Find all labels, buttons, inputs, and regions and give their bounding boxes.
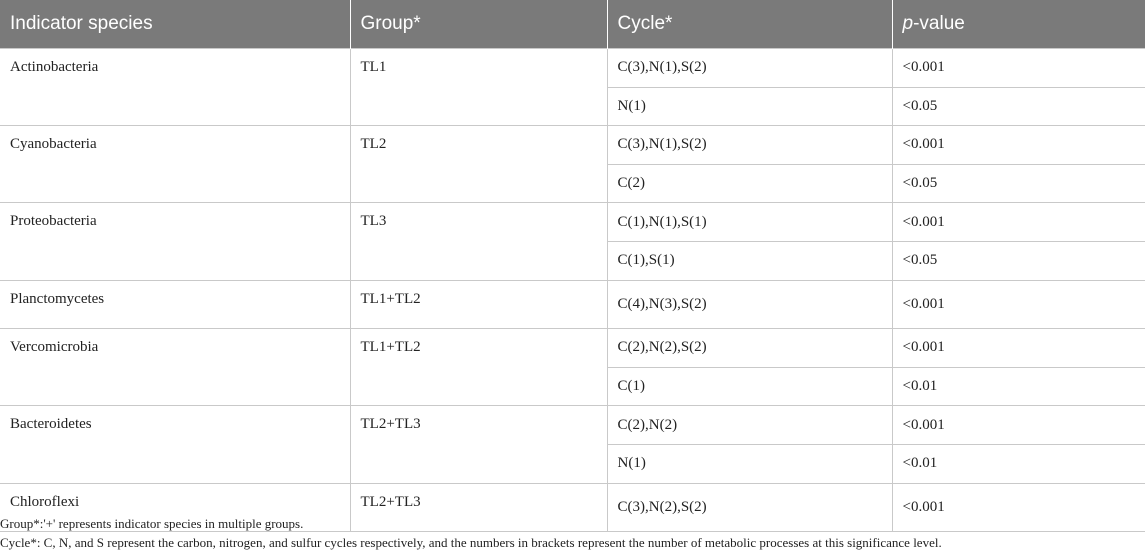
cell-p-value: <0.001 [891,48,1145,88]
table-row: N(1) <0.01 [0,443,1145,484]
cell-species: Proteobacteria [0,202,351,281]
table-row: Vercomicrobia TL1+TL2 C(2),N(2),S(2) <0.001 [0,328,1145,407]
header-p-letter: p [902,13,914,34]
header-cycle: Cycle* [607,0,893,49]
table-row: Chloroflexi TL2+TL3 C(3),N(2),S(2) <0.001 [0,482,1145,533]
cell-p-value: <0.01 [891,366,1145,407]
cell-p-value: <0.001 [891,279,1145,330]
table-row: Proteobacteria TL3 C(1),N(1),S(1) <0.001 [0,202,1145,281]
indicator-species-table: Indicator species Group* Cycle* p-value … [0,0,1145,533]
cell-cycle: C(3),N(1),S(2) [606,125,893,165]
cell-cycle: C(2),N(2),S(2) [606,328,893,368]
cell-group: TL1 [349,47,608,127]
table-row: C(2) <0.05 [0,163,1145,204]
cell-species: Vercomicrobia [0,328,351,407]
cell-cycle: N(1) [607,86,893,127]
cell-cycle: C(2) [607,163,893,204]
table-row: Bacteroidetes TL2+TL3 C(2),N(2) <0.001 [0,405,1145,484]
header-indicator-species: Indicator species [0,0,351,49]
cell-p-value: <0.001 [891,328,1145,368]
cell-cycle: C(3),N(2),S(2) [606,482,893,533]
cell-p-value: <0.01 [891,443,1145,484]
cell-species: Actinobacteria [0,47,351,127]
footnote-cycle: Cycle*: C, N, and S represent the carbon… [0,535,942,550]
header-p-suffix: -value [913,13,965,34]
cell-species: Bacteroidetes [0,405,351,484]
header-p-value: p-value [892,0,1145,49]
cell-p-value: <0.001 [891,482,1145,533]
cell-cycle: C(4),N(3),S(2) [606,279,893,330]
cell-group: TL2+TL3 [349,405,608,484]
cell-cycle: C(2),N(2) [606,405,893,445]
cell-group: TL1+TL2 [349,328,608,407]
cell-group: TL1+TL2 [349,279,608,330]
cell-group: TL2 [349,125,608,204]
table-row: Cyanobacteria TL2 C(3),N(1),S(2) <0.001 [0,125,1145,204]
table-footnotes: Group*:'+' represents indicator species … [0,514,1145,552]
table-header-row: Indicator species Group* Cycle* p-value [0,0,1145,49]
table-row: C(1) <0.01 [0,366,1145,407]
cell-cycle: C(1) [607,366,893,407]
cell-p-value: <0.001 [891,405,1145,445]
table-row: N(1) <0.05 [0,86,1145,127]
cell-cycle: C(1),S(1) [607,240,893,281]
table-container: Indicator species Group* Cycle* p-value … [0,0,1145,533]
cell-group: TL2+TL3 [349,482,608,533]
cell-species: Chloroflexi [0,482,351,533]
header-group: Group* [350,0,608,49]
cell-p-value: <0.05 [891,240,1145,281]
cell-cycle: C(3),N(1),S(2) [606,48,893,88]
cell-p-value: <0.05 [891,163,1145,204]
cell-p-value: <0.001 [891,125,1145,165]
table-row: Actinobacteria TL1 C(3),N(1),S(2) <0.001 [0,47,1145,127]
cell-p-value: <0.001 [891,202,1145,242]
cell-cycle: N(1) [607,443,893,484]
cell-group: TL3 [349,202,608,281]
table-body: Actinobacteria TL1 C(3),N(1),S(2) <0.001 N(1… [0,47,1145,533]
table-row: Planctomycetes TL1+TL2 C(4),N(3),S(2) <0.00… [0,279,1145,330]
cell-species: Planctomycetes [0,279,351,330]
footnote-group: Group*:'+' represents indicator species … [0,516,304,531]
cell-species: Cyanobacteria [0,125,351,204]
cell-p-value: <0.05 [891,86,1145,127]
cell-cycle: C(1),N(1),S(1) [606,202,893,242]
